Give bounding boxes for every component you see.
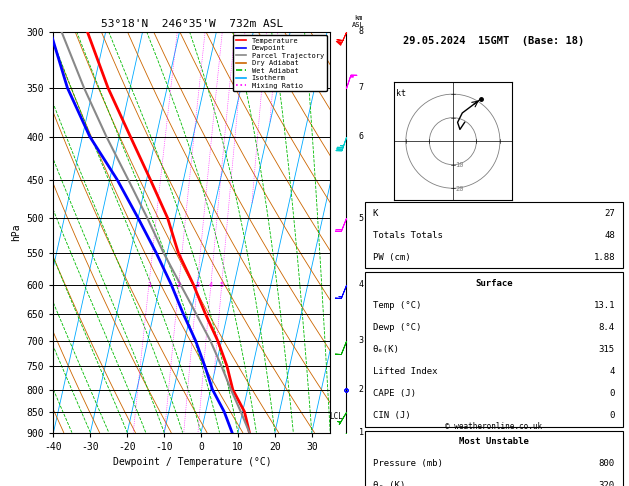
Text: 1: 1 xyxy=(359,428,364,437)
Text: 4: 4 xyxy=(209,281,213,288)
Text: CIN (J): CIN (J) xyxy=(372,411,410,420)
Text: 315: 315 xyxy=(599,345,615,354)
Text: Lifted Index: Lifted Index xyxy=(372,367,437,376)
Text: PW (cm): PW (cm) xyxy=(372,253,410,261)
X-axis label: Dewpoint / Temperature (°C): Dewpoint / Temperature (°C) xyxy=(113,457,271,467)
Text: K: K xyxy=(372,208,378,218)
Text: 6: 6 xyxy=(359,132,364,141)
Text: kt: kt xyxy=(396,89,406,99)
Text: 2: 2 xyxy=(359,385,364,394)
Text: km
ASL: km ASL xyxy=(352,15,365,28)
Text: CAPE (J): CAPE (J) xyxy=(372,389,416,398)
Text: 48: 48 xyxy=(604,230,615,240)
Legend: Temperature, Dewpoint, Parcel Trajectory, Dry Adiabat, Wet Adiabat, Isotherm, Mi: Temperature, Dewpoint, Parcel Trajectory… xyxy=(233,35,326,91)
Text: Dewp (°C): Dewp (°C) xyxy=(372,323,421,332)
Text: 29.05.2024  15GMT  (Base: 18): 29.05.2024 15GMT (Base: 18) xyxy=(403,35,584,46)
Text: 1.88: 1.88 xyxy=(594,253,615,261)
Text: 8.4: 8.4 xyxy=(599,323,615,332)
Text: 800: 800 xyxy=(599,459,615,468)
Text: 3: 3 xyxy=(359,336,364,346)
Text: 320: 320 xyxy=(599,481,615,486)
Text: 5: 5 xyxy=(220,281,224,288)
Text: Temp (°C): Temp (°C) xyxy=(372,301,421,310)
Text: 1: 1 xyxy=(147,281,151,288)
Text: 3: 3 xyxy=(195,281,199,288)
Text: 5: 5 xyxy=(359,213,364,223)
Text: LCL: LCL xyxy=(330,412,343,421)
Text: θₑ(K): θₑ(K) xyxy=(372,345,399,354)
Y-axis label: hPa: hPa xyxy=(11,223,21,241)
Bar xyxy=(365,272,623,427)
Text: 2: 2 xyxy=(177,281,181,288)
Text: 13.1: 13.1 xyxy=(594,301,615,310)
Title: 53°18'N  246°35'W  732m ASL: 53°18'N 246°35'W 732m ASL xyxy=(101,19,283,30)
Text: Surface: Surface xyxy=(475,278,513,288)
Text: 8: 8 xyxy=(359,27,364,36)
Text: 4: 4 xyxy=(359,280,364,289)
Text: © weatheronline.co.uk: © weatheronline.co.uk xyxy=(445,421,542,431)
Text: 0: 0 xyxy=(610,389,615,398)
Text: θₑ (K): θₑ (K) xyxy=(372,481,405,486)
Text: 4: 4 xyxy=(610,367,615,376)
Text: 20: 20 xyxy=(455,186,464,191)
Bar xyxy=(365,202,623,268)
Text: 0: 0 xyxy=(610,411,615,420)
Text: Most Unstable: Most Unstable xyxy=(459,437,529,446)
Bar xyxy=(365,431,623,486)
Text: Pressure (mb): Pressure (mb) xyxy=(372,459,442,468)
Text: 27: 27 xyxy=(604,208,615,218)
Text: 7: 7 xyxy=(359,83,364,92)
Text: Totals Totals: Totals Totals xyxy=(372,230,442,240)
Text: 10: 10 xyxy=(455,162,464,168)
